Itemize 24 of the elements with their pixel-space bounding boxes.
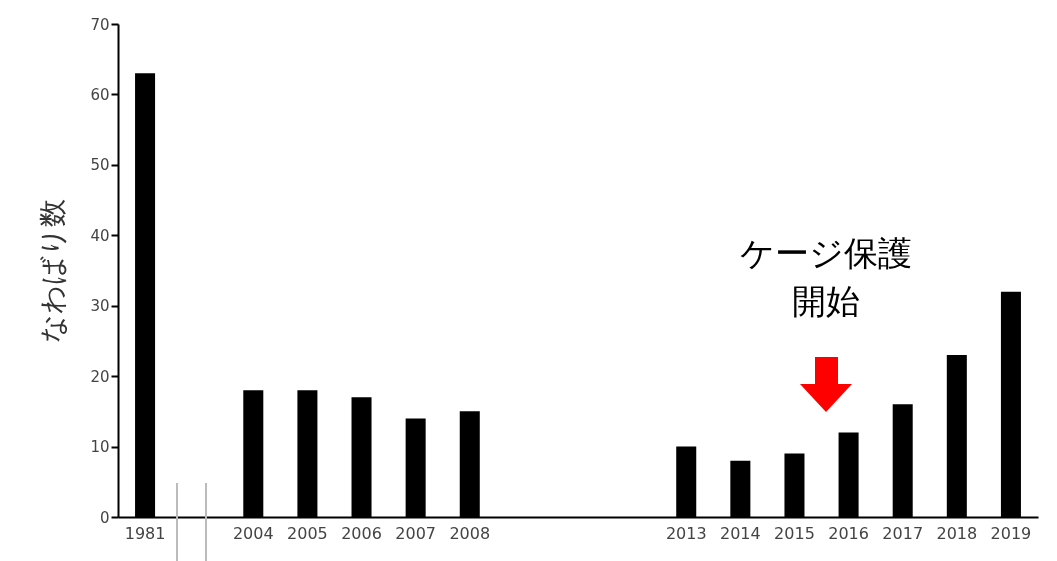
- y-tick-label: 60: [90, 85, 110, 104]
- x-tick-label: 1981: [124, 523, 166, 543]
- y-tick-label: 70: [90, 15, 110, 34]
- x-tick-label: 2005: [287, 523, 328, 543]
- x-tick-label: 2007: [395, 523, 437, 543]
- x-tick-label: 2008: [449, 523, 491, 543]
- x-tick-label: 2013: [665, 523, 707, 543]
- x-tick-label: 2019: [990, 523, 1032, 543]
- y-tick-label: 30: [90, 297, 110, 316]
- y-tick-label: 50: [90, 156, 110, 175]
- y-tick-label: 0: [99, 508, 110, 527]
- x-tick-label: 2017: [882, 523, 924, 543]
- y-axis-title: なわばり数: [36, 199, 70, 343]
- annotation: 開始: [792, 281, 860, 321]
- x-tick-label: 2006: [341, 523, 382, 543]
- x-tick-label: 2018: [936, 523, 978, 543]
- annotation: ケージ保護: [740, 233, 912, 273]
- y-tick-label: 40: [90, 226, 110, 245]
- x-tick-label: 2015: [774, 523, 815, 543]
- x-tick-label: 2014: [719, 523, 761, 543]
- x-tick-label: 2004: [232, 523, 274, 543]
- y-tick-label: 20: [90, 367, 110, 386]
- y-tick-label: 10: [90, 438, 110, 457]
- x-tick-label: 2016: [828, 523, 869, 543]
